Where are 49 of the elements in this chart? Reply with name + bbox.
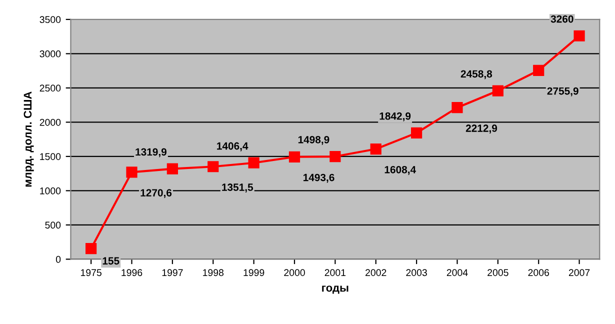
data-label: 1406,4 <box>217 142 248 152</box>
data-label: 3260 <box>550 15 574 23</box>
point <box>166 163 178 174</box>
x-tick-label: 1998 <box>203 269 224 276</box>
y-tick-label: 2000 <box>40 118 61 126</box>
y-tick-label: 1000 <box>40 187 61 194</box>
data-label: 1842,9 <box>380 112 411 122</box>
point <box>492 85 504 96</box>
point <box>86 243 97 254</box>
point <box>288 151 300 162</box>
x-axis-title: годы <box>322 286 348 294</box>
point <box>330 150 341 162</box>
point <box>370 143 382 155</box>
point <box>248 157 260 168</box>
data-label: 1498,9 <box>298 136 330 145</box>
point <box>208 161 219 172</box>
data-label: 1608,4 <box>384 166 416 175</box>
x-tick-label: 1975 <box>80 269 102 276</box>
y-tick-label: 2500 <box>40 84 61 92</box>
x-tick-label: 2006 <box>528 269 549 276</box>
x-tick-label: 2007 <box>568 269 590 276</box>
data-label: 2212,9 <box>466 124 498 134</box>
y-tick-label: 0 <box>56 256 61 263</box>
data-label: 2755,9 <box>547 87 578 96</box>
data-label: 2458,8 <box>460 70 492 80</box>
point <box>574 30 585 42</box>
y-tick-label: 500 <box>45 222 61 229</box>
data-label: 1270,6 <box>140 189 172 198</box>
y-tick-label: 1500 <box>40 153 61 160</box>
y-tick-label: 3000 <box>40 50 61 58</box>
data-label: 1351,5 <box>222 184 254 192</box>
data-label: 155 <box>102 257 120 265</box>
y-axis-title: млрд. долл. США <box>24 92 34 187</box>
x-tick-label: 1999 <box>244 269 264 276</box>
x-tick-label: 2004 <box>446 269 468 276</box>
x-tick-label: 1996 <box>122 269 142 276</box>
point <box>533 64 544 76</box>
x-tick-label: 2000 <box>284 269 305 276</box>
y-tick-label: 3500 <box>40 16 61 24</box>
data-label: 1319,9 <box>136 148 166 158</box>
x-tick-label: 2001 <box>324 269 346 276</box>
point <box>126 166 138 178</box>
point <box>452 102 463 114</box>
point <box>410 127 422 139</box>
x-tick-label: 1997 <box>162 269 183 276</box>
x-tick-label: 2005 <box>488 269 508 276</box>
x-tick-label: 2002 <box>366 269 386 276</box>
x-tick-label: 2003 <box>406 269 427 276</box>
data-label: 1493,6 <box>303 174 334 183</box>
